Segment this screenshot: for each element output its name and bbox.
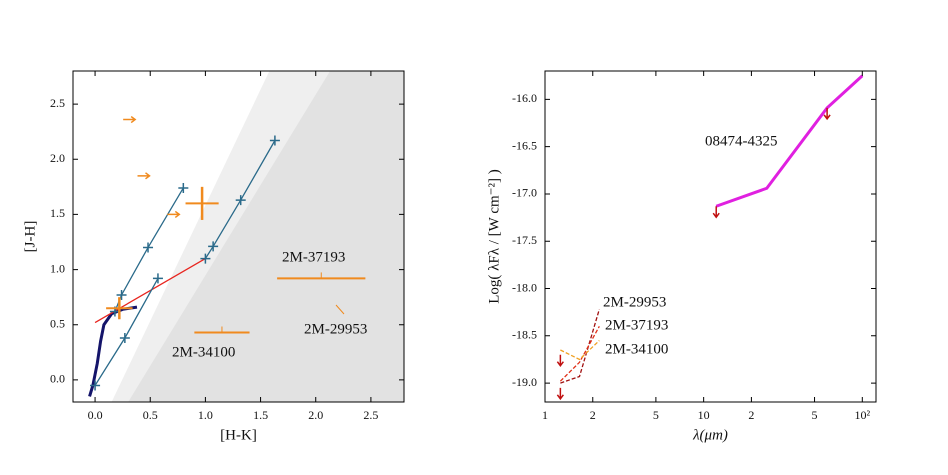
y-tick-label: -17.0 [512, 186, 537, 200]
x-axis-label: [H-K] [220, 427, 257, 443]
color-color-panel: 2M-37193 2M-29953 2M-34100 0.0 0.5 1.0 1.5 2.0 2… [22, 70, 405, 443]
y-tick-label: 2.5 [50, 96, 65, 110]
annotation: 2M-37193 [282, 249, 345, 265]
plus-marker [119, 333, 130, 344]
y-tick-label: 2.0 [50, 151, 65, 165]
series-label: 2M-37193 [605, 317, 668, 333]
plot-frame [544, 70, 877, 403]
annotation: 2M-29953 [304, 321, 367, 337]
y-tick-label: 0.0 [50, 372, 65, 386]
limit-arrow [712, 206, 720, 219]
limit-arrow [556, 387, 564, 401]
y-tick-label: 0.5 [50, 317, 65, 331]
x-tick-label: 0.5 [143, 408, 158, 422]
limit-arrow [556, 354, 564, 367]
plus-marker [269, 135, 280, 146]
annotation: 2M-34100 [172, 344, 235, 360]
y-tick-label: -19.0 [512, 375, 537, 389]
y-tick-label: -18.0 [512, 280, 537, 294]
limit-arrow [123, 115, 137, 124]
x-tick-label: 1 [542, 408, 548, 422]
plot-area [88, 71, 404, 402]
limit-arrow [167, 210, 181, 219]
series-line [715, 74, 864, 208]
series-line [204, 140, 276, 259]
series-line [559, 326, 600, 382]
plus-marker [116, 289, 127, 300]
limit-arrow [137, 172, 151, 180]
x-tick-label: 2 [590, 408, 596, 422]
series-label: 2M-29953 [603, 294, 666, 310]
x-tick-label: 2 [748, 408, 754, 422]
shaded-region [128, 71, 404, 402]
plot-frame [72, 70, 405, 403]
pointer [335, 304, 345, 315]
limit-arrow [823, 107, 831, 121]
y-tick-label: -16.0 [512, 91, 537, 105]
plus-marker [235, 195, 246, 206]
plus-marker [208, 241, 219, 252]
plus-marker [90, 380, 101, 391]
sed-panel: 08474-4325 2M-29953 2M-37193 2M-34100 1 2 5 10 2… [486, 70, 877, 443]
plus-marker [178, 182, 189, 193]
y-tick-label: -16.5 [512, 138, 537, 152]
x-tick-label: 2.5 [363, 408, 378, 422]
x-tick-label: 1.0 [198, 408, 213, 422]
series-line [560, 340, 600, 361]
series-line [560, 309, 600, 384]
plus-marker [152, 273, 163, 284]
x-tick-label: 2.0 [308, 408, 323, 422]
plus-marker [143, 242, 154, 253]
x-tick-label: 5 [653, 408, 659, 422]
series-label: 2M-34100 [605, 341, 668, 357]
x-tick-label: 5 [812, 408, 818, 422]
y-tick-label: 1.0 [50, 261, 65, 275]
series-label: 08474-4325 [705, 133, 778, 149]
x-tick-label: 10² [854, 408, 870, 422]
x-tick-label: 10 [698, 408, 710, 422]
x-tick-label: 0.0 [88, 408, 103, 422]
y-axis-label: Log( λFλ / [W cm⁻²] ) [486, 169, 502, 304]
series-line [88, 305, 138, 397]
x-axis-label: λ(μm) [692, 427, 728, 443]
plus-marker [200, 253, 211, 264]
y-axis-label: [J-H] [22, 221, 38, 253]
plot-area [559, 74, 864, 384]
y-tick-label: -17.5 [512, 233, 537, 247]
y-tick-label: -18.5 [512, 328, 537, 342]
x-tick-label: 1.5 [253, 408, 268, 422]
y-tick-label: 1.5 [50, 206, 65, 220]
